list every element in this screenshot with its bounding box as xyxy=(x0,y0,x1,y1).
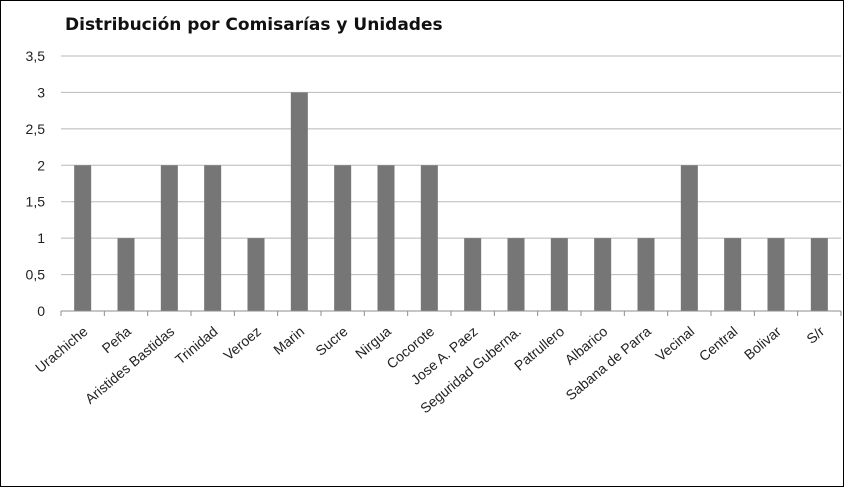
y-tick-label: 0 xyxy=(37,303,45,319)
x-tick-label: Urachiche xyxy=(32,323,91,376)
bar xyxy=(420,165,438,311)
x-axis xyxy=(60,310,842,316)
bars xyxy=(74,92,828,311)
y-tick-label: 1 xyxy=(37,230,45,246)
bar xyxy=(290,92,308,311)
bar xyxy=(204,165,222,311)
x-tick-label: Veroez xyxy=(220,323,264,363)
y-tick-label: 0,5 xyxy=(26,267,46,283)
bar xyxy=(680,165,698,311)
bar xyxy=(550,238,568,311)
y-tick-label: 3 xyxy=(37,84,45,100)
bar xyxy=(377,165,395,311)
x-tick-label: Vecinal xyxy=(652,323,697,364)
bar xyxy=(724,238,742,311)
bar xyxy=(507,238,525,311)
y-axis-ticks: 0 0,5 1 1,5 2 2,5 3 3,5 xyxy=(26,48,46,319)
x-tick-label: Bolivar xyxy=(741,323,784,363)
y-tick-label: 2,5 xyxy=(26,121,46,137)
bar xyxy=(247,238,265,311)
bar xyxy=(464,238,482,311)
bar xyxy=(74,165,92,311)
bar xyxy=(594,238,612,311)
x-tick-label: S/r xyxy=(803,323,827,347)
bar xyxy=(810,238,828,311)
bar xyxy=(160,165,178,311)
gridlines xyxy=(61,55,841,276)
bar xyxy=(334,165,352,311)
x-tick-label: Central xyxy=(696,323,741,364)
x-tick-label: Sucre xyxy=(312,323,350,359)
x-tick-label: Trinidad xyxy=(172,323,221,367)
y-tick-label: 2 xyxy=(37,157,45,173)
y-tick-label: 1,5 xyxy=(26,194,46,210)
bar xyxy=(637,238,655,311)
x-tick-label: Peña xyxy=(99,323,134,356)
bar xyxy=(117,238,135,311)
bar xyxy=(767,238,785,311)
y-tick-label: 3,5 xyxy=(26,48,46,64)
chart-title: Distribución por Comisarías y Unidades xyxy=(65,15,443,35)
x-tick-label: Marin xyxy=(270,323,307,358)
